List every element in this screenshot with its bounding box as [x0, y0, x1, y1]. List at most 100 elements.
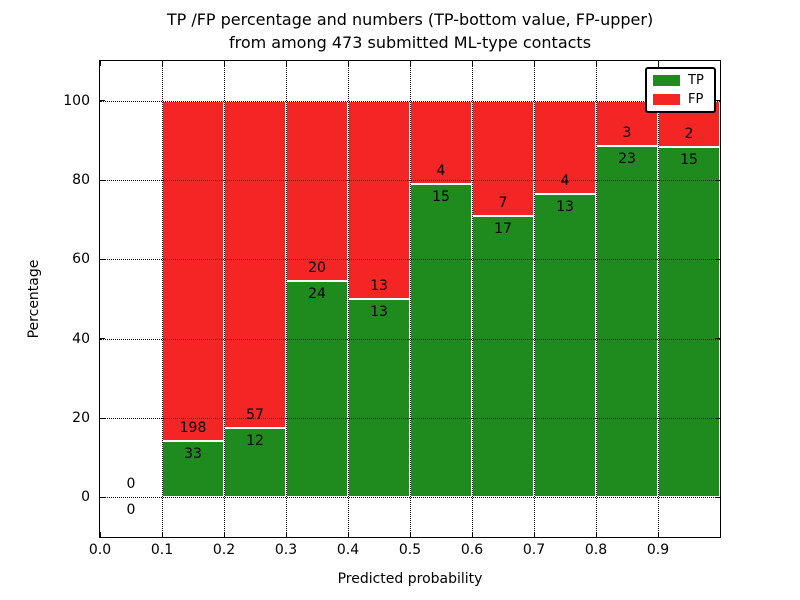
y-tick — [715, 179, 720, 181]
y-tick — [100, 496, 105, 498]
x-tick — [223, 61, 225, 66]
bar-segment-tp — [534, 194, 596, 498]
x-tick — [223, 532, 225, 537]
x-tick — [657, 532, 659, 537]
fp-count-label: 0 — [126, 476, 136, 493]
tp-count-label: 15 — [680, 152, 698, 169]
v-gridline — [347, 61, 349, 537]
bar-segment-fp — [162, 100, 224, 441]
x-tick — [657, 61, 659, 66]
x-axis-label: Predicted probability — [337, 571, 483, 587]
tp-count-label: 13 — [556, 199, 574, 215]
x-tick — [161, 532, 163, 537]
fp-count-label: 13 — [370, 278, 388, 294]
fp-count-label: 4 — [560, 173, 570, 189]
x-tick-label: 0.2 — [212, 542, 236, 558]
y-axis-label: Percentage — [26, 259, 42, 339]
x-tick-label: 0.5 — [398, 542, 422, 558]
y-tick — [100, 258, 105, 260]
legend-item-fp: FP — [653, 93, 708, 106]
legend-label-tp: TP — [688, 73, 704, 88]
bar-segment-tp — [224, 428, 286, 498]
y-tick — [715, 496, 720, 498]
fp-count-label: 2 — [684, 126, 694, 143]
bar-segment-fp — [286, 100, 348, 281]
x-tick — [285, 61, 287, 66]
v-gridline — [657, 61, 659, 537]
x-tick — [595, 532, 597, 537]
v-gridline — [471, 61, 473, 537]
v-gridline — [223, 61, 225, 537]
x-tick — [471, 532, 473, 537]
legend-item-tp: TP — [653, 74, 708, 87]
y-tick — [100, 417, 105, 419]
y-tick — [715, 258, 720, 260]
tp-count-label: 12 — [246, 433, 264, 450]
x-tick — [409, 532, 411, 537]
y-tick-label: 60 — [72, 251, 90, 268]
fp-count-label: 7 — [498, 195, 508, 212]
y-tick — [715, 338, 720, 340]
x-tick — [595, 61, 597, 66]
x-tick-label: 0.1 — [150, 542, 174, 558]
tp-count-label: 24 — [308, 285, 326, 302]
x-tick — [347, 61, 349, 66]
x-tick-label: 0.4 — [336, 542, 360, 558]
x-tick — [409, 61, 411, 66]
fp-count-label: 3 — [622, 125, 632, 142]
bar-segment-tp — [410, 184, 472, 498]
bar-segment-tp — [596, 146, 658, 498]
y-tick-label: 40 — [72, 330, 90, 347]
x-tick-label: 0.8 — [584, 542, 608, 558]
bar-segment-tp — [348, 299, 410, 498]
chart-title-line-1: TP /FP percentage and numbers (TP-bottom… — [166, 10, 654, 29]
y-tick — [715, 100, 720, 102]
y-tick — [715, 417, 720, 419]
chart-title: TP /FP percentage and numbers (TP-bottom… — [80, 8, 740, 54]
fp-count-label: 4 — [436, 163, 446, 180]
bar-segment-fp — [348, 100, 410, 299]
y-tick — [100, 179, 105, 181]
y-tick-label: 0 — [81, 489, 90, 506]
fp-count-label: 57 — [246, 407, 264, 424]
fp-swatch — [653, 94, 680, 105]
x-tick-label: 0.6 — [460, 542, 484, 558]
tp-swatch — [653, 75, 680, 86]
tp-count-label: 0 — [126, 502, 136, 519]
bar-segment-fp — [410, 100, 472, 185]
y-tick — [100, 338, 105, 340]
y-tick-label: 20 — [72, 410, 90, 426]
x-tick — [471, 61, 473, 66]
x-tick — [285, 532, 287, 537]
y-tick — [100, 100, 105, 102]
x-tick — [347, 532, 349, 537]
bar-segment-tp — [286, 280, 348, 498]
legend: TP FP — [645, 67, 716, 113]
bar-segment-fp — [224, 100, 286, 429]
v-gridline — [161, 61, 163, 537]
bar-segment-tp — [658, 147, 720, 498]
x-tick-label: 0.0 — [88, 542, 112, 558]
x-tick — [99, 532, 101, 537]
x-tick — [533, 532, 535, 537]
tp-count-label: 33 — [184, 445, 202, 462]
v-gridline — [533, 61, 535, 537]
x-tick-label: 0.9 — [646, 542, 670, 558]
v-gridline — [285, 61, 287, 537]
x-tick — [99, 61, 101, 66]
x-tick — [533, 61, 535, 66]
tp-count-label: 15 — [432, 189, 450, 206]
plot-area: 0 0 198 33 57 12 20 24 13 13 4 15 7 17 4 13 3 23 2 15 — [99, 60, 721, 538]
tp-count-label: 17 — [494, 221, 512, 238]
v-gridline — [409, 61, 411, 537]
bar-segment-tp — [162, 440, 224, 498]
fp-count-label: 198 — [179, 419, 207, 436]
x-tick — [161, 61, 163, 66]
chart-title-line-2: from among 473 submitted ML-type contact… — [228, 33, 592, 52]
bar-segment-fp — [596, 100, 658, 147]
tp-count-label: 13 — [370, 304, 388, 320]
x-tick-label: 0.7 — [522, 542, 546, 558]
tp-count-label: 23 — [618, 151, 636, 168]
y-tick-label: 100 — [63, 92, 90, 109]
v-gridline — [595, 61, 597, 537]
